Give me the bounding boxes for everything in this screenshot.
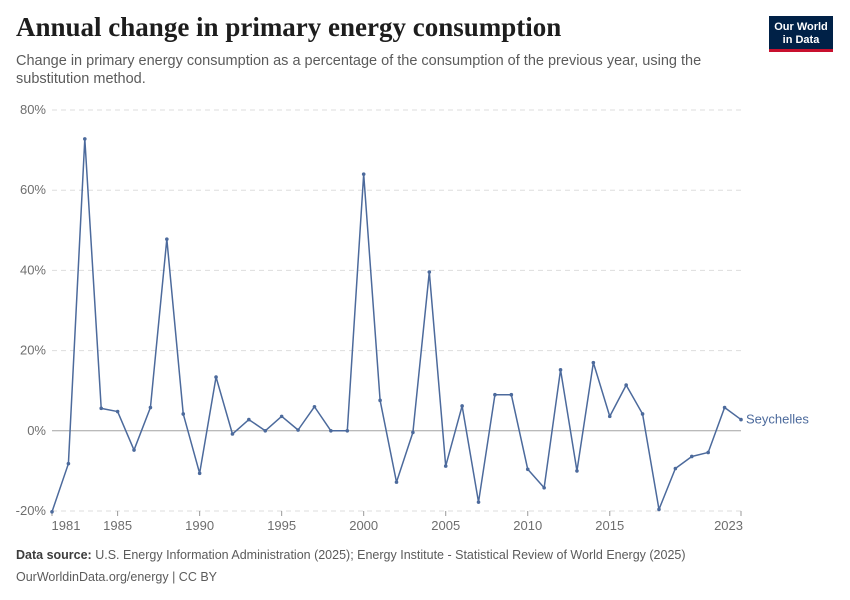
y-tick-label: 20% <box>20 343 46 358</box>
data-point[interactable] <box>66 461 71 466</box>
x-tick-label: 2023 <box>714 518 743 533</box>
data-point[interactable] <box>263 429 268 433</box>
data-source-line: Data source: U.S. Energy Information Adm… <box>16 548 686 562</box>
x-tick-label: 1995 <box>267 518 296 533</box>
data-point[interactable] <box>575 469 579 473</box>
series-label: Seychelles <box>746 412 809 427</box>
y-tick-label: 40% <box>20 262 46 277</box>
data-point[interactable] <box>279 414 284 419</box>
chart-title: Annual change in primary energy consumpt… <box>16 12 562 42</box>
data-point[interactable] <box>558 368 563 372</box>
data-point[interactable] <box>673 466 678 471</box>
owid-logo[interactable]: Our World in Data <box>769 16 833 52</box>
data-point[interactable] <box>706 450 710 455</box>
logo-line-1: Our World <box>774 21 828 33</box>
data-point[interactable] <box>411 430 415 435</box>
data-point[interactable] <box>657 507 661 512</box>
data-point[interactable] <box>591 360 596 365</box>
data-point[interactable] <box>296 428 300 432</box>
data-point[interactable] <box>427 270 432 274</box>
data-point[interactable] <box>722 405 727 410</box>
x-tick-label: 1981 <box>52 518 81 533</box>
data-point[interactable] <box>443 464 448 468</box>
series-lines <box>51 138 742 513</box>
data-point[interactable] <box>329 429 333 433</box>
data-point[interactable] <box>542 485 546 490</box>
x-axis-labels: 1981 1985 1990 1995 2000 2005 2010 2015 2023 <box>51 511 743 533</box>
credit-line[interactable]: OurWorldinData.org/energy | CC BY <box>16 570 218 584</box>
series-labels: Seychelles <box>746 412 809 427</box>
data-point[interactable] <box>476 500 481 504</box>
series-line <box>51 138 742 513</box>
data-point[interactable] <box>493 392 497 397</box>
data-point[interactable] <box>214 375 218 379</box>
data-point[interactable] <box>345 429 350 433</box>
y-tick-label: 60% <box>20 182 46 197</box>
data-point[interactable] <box>361 172 366 176</box>
data-point[interactable] <box>739 417 743 422</box>
data-point[interactable] <box>525 467 530 472</box>
data-point[interactable] <box>181 412 186 416</box>
data-source-label: Data source: <box>16 548 92 562</box>
data-point[interactable] <box>378 398 382 403</box>
x-tick-label: 2005 <box>431 518 460 533</box>
data-point[interactable] <box>230 432 235 436</box>
chart-subtitle: Change in primary energy consumption as … <box>16 53 702 87</box>
data-point[interactable] <box>197 471 202 476</box>
x-tick-label: 2015 <box>595 518 624 533</box>
data-source-text: U.S. Energy Information Administration (… <box>95 548 686 562</box>
data-point[interactable] <box>83 137 87 141</box>
data-point[interactable] <box>394 480 399 484</box>
data-point[interactable] <box>312 404 317 409</box>
data-point[interactable] <box>165 237 169 241</box>
x-tick-label: 1990 <box>185 518 214 533</box>
data-point[interactable] <box>640 412 645 416</box>
data-point[interactable] <box>148 405 153 410</box>
data-point[interactable] <box>689 454 694 459</box>
x-tick-label: 1985 <box>103 518 132 533</box>
data-point[interactable] <box>509 392 514 397</box>
data-point[interactable] <box>132 448 136 452</box>
y-tick-label: 0% <box>27 423 46 438</box>
logo-line-2: in Data <box>782 33 820 46</box>
gridlines <box>52 109 741 512</box>
data-point[interactable] <box>115 409 120 414</box>
y-tick-label: 80% <box>20 102 46 117</box>
series-points[interactable] <box>50 137 743 514</box>
x-tick-label: 2000 <box>349 518 378 533</box>
data-point[interactable] <box>460 404 464 408</box>
data-point[interactable] <box>99 406 104 411</box>
y-tick-label: -20% <box>16 503 47 518</box>
x-tick-label: 2010 <box>513 518 542 533</box>
data-point[interactable] <box>50 510 54 514</box>
data-point[interactable] <box>624 383 628 387</box>
data-point[interactable] <box>607 414 612 419</box>
data-point[interactable] <box>247 417 251 422</box>
y-axis-labels: -20% 0% 20% 40% 60% 80% <box>16 102 47 518</box>
